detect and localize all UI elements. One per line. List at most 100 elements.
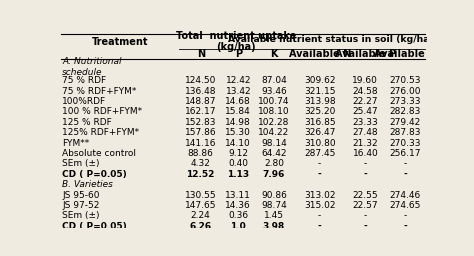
Text: 22.57: 22.57	[353, 201, 378, 210]
Text: 125% RDF+FYM*: 125% RDF+FYM*	[63, 128, 139, 137]
Text: 315.02: 315.02	[304, 201, 336, 210]
Text: 124.50: 124.50	[185, 76, 216, 85]
Text: 6.26: 6.26	[190, 222, 212, 231]
Text: 274.65: 274.65	[389, 201, 420, 210]
Text: 100.74: 100.74	[258, 97, 290, 106]
Text: 64.42: 64.42	[261, 149, 287, 158]
Text: 130.55: 130.55	[185, 191, 217, 200]
Text: 22.27: 22.27	[353, 97, 378, 106]
Text: 98.74: 98.74	[261, 201, 287, 210]
Text: -: -	[403, 159, 407, 168]
Text: -: -	[403, 170, 407, 179]
Text: 1.0: 1.0	[230, 222, 246, 231]
Text: 325.20: 325.20	[304, 108, 335, 116]
Text: -: -	[318, 170, 321, 179]
Text: 0.40: 0.40	[228, 159, 248, 168]
Text: 316.85: 316.85	[304, 118, 336, 127]
Text: kg/ha): kg/ha)	[61, 245, 82, 252]
Text: 90.86: 90.86	[261, 191, 287, 200]
Text: 12.42: 12.42	[226, 76, 251, 85]
Text: 270.33: 270.33	[389, 139, 420, 148]
Text: 270.53: 270.53	[389, 76, 420, 85]
Text: 321.15: 321.15	[304, 87, 336, 96]
Text: B. Varieties: B. Varieties	[63, 180, 113, 189]
Text: 309.62: 309.62	[304, 76, 336, 85]
Text: 313.02: 313.02	[304, 191, 336, 200]
Text: JS 97-52: JS 97-52	[63, 201, 100, 210]
Text: 27.48: 27.48	[353, 128, 378, 137]
Text: 147.65: 147.65	[185, 201, 217, 210]
Text: 125 % RDF: 125 % RDF	[63, 118, 112, 127]
Text: CD ( P=0.05): CD ( P=0.05)	[63, 222, 127, 231]
Text: 274.46: 274.46	[389, 191, 420, 200]
Text: -: -	[364, 222, 367, 231]
Text: *5 ton/ha; **10 ton/ha; Initial available nutrients in kharif 2010 (N: 318, P: 2: *5 ton/ha; **10 ton/ha; Initial availabl…	[61, 240, 474, 246]
Text: 87.04: 87.04	[261, 76, 287, 85]
Text: 24.58: 24.58	[353, 87, 378, 96]
Text: JS 95-60: JS 95-60	[63, 191, 100, 200]
Text: 157.86: 157.86	[185, 128, 217, 137]
Text: -: -	[364, 159, 367, 168]
Text: 256.17: 256.17	[389, 149, 420, 158]
Text: -: -	[364, 211, 367, 220]
Text: 19.60: 19.60	[353, 76, 378, 85]
Text: 279.42: 279.42	[389, 118, 420, 127]
Text: 7.96: 7.96	[263, 170, 285, 179]
Text: SEm (±): SEm (±)	[63, 211, 100, 220]
Text: 141.16: 141.16	[185, 139, 217, 148]
Text: 108.10: 108.10	[258, 108, 290, 116]
Text: 16.40: 16.40	[353, 149, 378, 158]
Text: 287.45: 287.45	[304, 149, 335, 158]
Text: -: -	[318, 159, 321, 168]
Text: 75 % RDF+FYM*: 75 % RDF+FYM*	[63, 87, 137, 96]
Text: 9.12: 9.12	[228, 149, 248, 158]
Text: 25.47: 25.47	[353, 108, 378, 116]
Text: Treatment: Treatment	[92, 37, 148, 47]
Text: 136.48: 136.48	[185, 87, 217, 96]
Text: 3.98: 3.98	[263, 222, 285, 231]
Text: 102.28: 102.28	[258, 118, 290, 127]
Text: -: -	[364, 170, 367, 179]
Text: N: N	[197, 49, 205, 59]
Text: 1.45: 1.45	[264, 211, 284, 220]
Text: 100 % RDF+FYM*: 100 % RDF+FYM*	[63, 108, 143, 116]
Text: 152.83: 152.83	[185, 118, 217, 127]
Text: Available nutrient status in soil (kg/ha) at harvest: Available nutrient status in soil (kg/ha…	[228, 36, 474, 45]
Text: -: -	[318, 222, 321, 231]
Text: 104.22: 104.22	[258, 128, 290, 137]
Text: 14.36: 14.36	[226, 201, 251, 210]
Text: 15.84: 15.84	[226, 108, 251, 116]
Text: 310.80: 310.80	[304, 139, 336, 148]
Text: 1.13: 1.13	[227, 170, 249, 179]
Text: 21.32: 21.32	[353, 139, 378, 148]
Text: Total  nutrient uptake
(kg/ha): Total nutrient uptake (kg/ha)	[176, 31, 297, 52]
Text: 13.42: 13.42	[226, 87, 251, 96]
Text: 15.30: 15.30	[225, 128, 251, 137]
Text: FYM**: FYM**	[63, 139, 90, 148]
Text: CD ( P=0.05): CD ( P=0.05)	[63, 170, 127, 179]
Text: 14.98: 14.98	[226, 118, 251, 127]
Text: 13.11: 13.11	[225, 191, 251, 200]
Text: -: -	[403, 222, 407, 231]
Text: 282.83: 282.83	[389, 108, 420, 116]
Text: Absolute control: Absolute control	[63, 149, 137, 158]
Text: K: K	[270, 49, 278, 59]
Text: 14.10: 14.10	[226, 139, 251, 148]
Text: 148.87: 148.87	[185, 97, 217, 106]
Text: 313.98: 313.98	[304, 97, 336, 106]
Text: 93.46: 93.46	[261, 87, 287, 96]
Text: -: -	[403, 211, 407, 220]
Text: 326.47: 326.47	[304, 128, 335, 137]
Text: 2.80: 2.80	[264, 159, 284, 168]
Text: 100%RDF: 100%RDF	[63, 97, 107, 106]
Text: 23.33: 23.33	[353, 118, 378, 127]
Text: 14.68: 14.68	[226, 97, 251, 106]
Text: 22.55: 22.55	[353, 191, 378, 200]
Text: SEm (±): SEm (±)	[63, 159, 100, 168]
Text: P: P	[235, 49, 242, 59]
Text: 2.24: 2.24	[191, 211, 210, 220]
Text: Available N: Available N	[289, 49, 351, 59]
Text: 75 % RDF: 75 % RDF	[63, 76, 107, 85]
Text: 273.33: 273.33	[389, 97, 420, 106]
Text: 88.86: 88.86	[188, 149, 214, 158]
